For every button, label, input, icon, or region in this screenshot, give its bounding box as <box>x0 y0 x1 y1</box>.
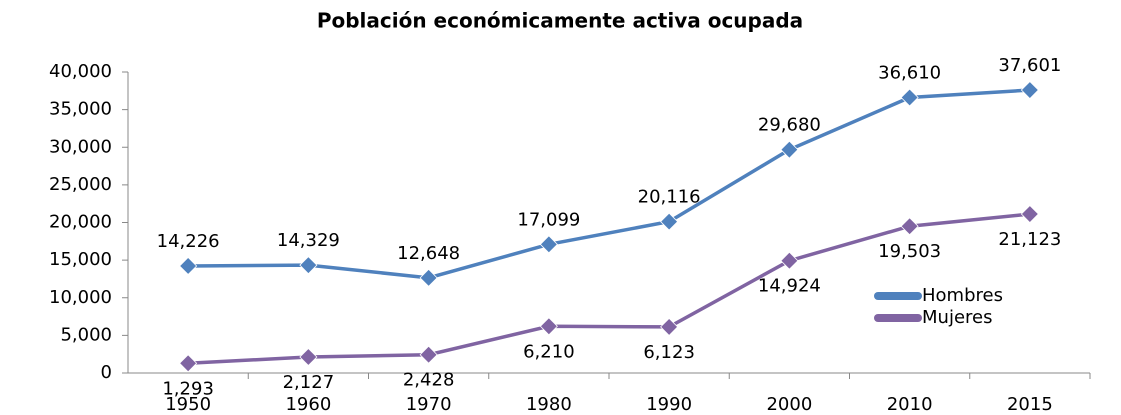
data-label: 12,648 <box>397 243 460 264</box>
data-label: 6,210 <box>523 341 575 362</box>
x-tick-label: 2010 <box>887 394 933 415</box>
y-tick-label: 20,000 <box>49 212 112 233</box>
legend-label: Hombres <box>922 285 1003 306</box>
data-label: 2,428 <box>403 370 455 391</box>
data-label: 29,680 <box>758 115 821 136</box>
x-tick-label: 1960 <box>285 394 331 415</box>
data-label: 14,329 <box>277 230 340 251</box>
series-line <box>188 88 1030 280</box>
y-tick-label: 30,000 <box>49 136 112 157</box>
data-point <box>660 212 679 231</box>
y-tick-label: 15,000 <box>49 249 112 270</box>
y-tick-label: 35,000 <box>49 99 112 120</box>
x-tick-label: 2000 <box>766 394 812 415</box>
data-point <box>179 256 198 276</box>
y-tick-label: 0 <box>101 362 112 383</box>
data-point <box>419 268 438 287</box>
data-point <box>539 235 558 254</box>
x-tick-label: 1950 <box>165 394 211 415</box>
data-point <box>780 140 799 159</box>
data-point <box>179 354 198 373</box>
data-point <box>660 317 679 336</box>
data-label: 17,099 <box>517 209 580 230</box>
data-label: 2,127 <box>283 372 335 393</box>
data-label: 1,293 <box>162 378 214 399</box>
data-label: 21,123 <box>998 229 1061 250</box>
data-label: 37,601 <box>998 55 1061 76</box>
data-point <box>900 88 919 107</box>
y-tick-label: 5,000 <box>60 324 112 345</box>
chart-title: Población económicamente activa ocupada <box>317 9 803 33</box>
data-label: 6,123 <box>643 342 695 363</box>
x-tick-label: 1990 <box>646 394 692 415</box>
data-label: 14,226 <box>157 231 220 252</box>
data-label: 14,924 <box>758 276 821 297</box>
data-point <box>1020 204 1039 224</box>
legend-label: Mujeres <box>922 307 992 328</box>
x-tick-label: 1980 <box>526 394 572 415</box>
data-point <box>419 345 438 364</box>
x-tick-label: 1970 <box>406 394 452 415</box>
y-tick-label: 40,000 <box>49 61 112 82</box>
data-point <box>1020 81 1039 100</box>
data-point <box>299 347 318 367</box>
y-tick-label: 10,000 <box>49 287 112 308</box>
y-tick-label: 25,000 <box>49 174 112 195</box>
x-tick-label: 2015 <box>1007 394 1053 415</box>
data-point <box>780 251 799 270</box>
data-label: 19,503 <box>878 241 941 262</box>
data-label: 20,116 <box>638 187 701 208</box>
data-label: 36,610 <box>878 63 941 84</box>
data-point <box>900 217 919 236</box>
data-point <box>299 256 318 275</box>
data-point <box>539 317 558 336</box>
series-line <box>188 212 1031 366</box>
